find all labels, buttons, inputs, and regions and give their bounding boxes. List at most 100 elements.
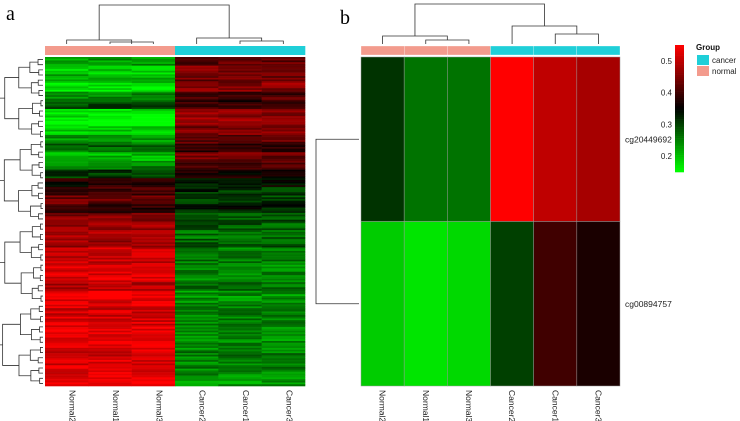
column-label: Cancer3: [593, 390, 603, 421]
heatmap-cell: [175, 301, 219, 304]
heatmap-cell: [218, 100, 262, 103]
heatmap-cell: [45, 283, 89, 286]
heatmap-cell: [88, 98, 132, 101]
heatmap-cell: [261, 58, 306, 61]
heatmap-cell: [131, 93, 176, 96]
heatmap-cell: [45, 216, 89, 219]
heatmap-cell: [131, 335, 176, 338]
heatmap-cell: [261, 164, 306, 167]
heatmap-cell: [131, 384, 176, 387]
heatmap-cell: [218, 259, 262, 262]
heatmap-cell: [131, 244, 176, 247]
heatmap-cell: [88, 219, 132, 222]
heatmap-cell: [218, 294, 262, 297]
heatmap-cell: [131, 190, 176, 193]
heatmap-cell: [45, 145, 89, 148]
heatmap-cell: [131, 379, 176, 382]
heatmap-cell: [175, 181, 219, 184]
heatmap-cell: [131, 346, 176, 349]
heatmap-cell: [218, 192, 262, 195]
heatmap-cell: [131, 271, 176, 274]
heatmap-cell: [261, 200, 306, 203]
heatmap-cell: [131, 157, 176, 160]
heatmap-cell: [88, 252, 132, 255]
heatmap-cell: [45, 84, 89, 87]
heatmap-cell: [490, 221, 534, 387]
heatmap-cell: [131, 370, 176, 373]
heatmap-cell: [261, 346, 306, 349]
heatmap-cell: [261, 337, 306, 340]
row-label: cg20449692: [625, 134, 672, 144]
heatmap-cell: [131, 289, 176, 292]
heatmap-cell: [131, 237, 176, 240]
heatmap-cell: [45, 240, 89, 243]
heatmap-cell: [175, 289, 219, 292]
heatmap-cell: [131, 115, 176, 118]
heatmap-cell: [261, 110, 306, 113]
heatmap-cell: [218, 363, 262, 366]
dendrogram-branch: [33, 267, 41, 279]
heatmap-cell: [261, 351, 306, 354]
heatmap-cell: [88, 221, 132, 224]
heatmap-cell: [45, 207, 89, 210]
column-label: Normal3: [154, 390, 164, 421]
heatmap-cell: [218, 304, 262, 307]
heatmap-cell: [131, 233, 176, 236]
color-scale-step: [675, 110, 684, 114]
heatmap-cell: [261, 282, 306, 285]
heatmap-cell: [175, 247, 219, 250]
color-scale-step: [675, 169, 684, 173]
heatmap-cell: [45, 164, 89, 167]
heatmap-cell: [45, 124, 89, 127]
dendrogram-branch: [20, 272, 34, 294]
heatmap-cell: [131, 344, 176, 347]
heatmap-cell: [131, 318, 176, 321]
heatmap-cell: [261, 108, 306, 111]
dendrogram-branch: [40, 316, 43, 323]
heatmap-cell: [131, 332, 176, 335]
heatmap-cell: [45, 244, 89, 247]
dendrogram-branch: [39, 326, 43, 333]
heatmap-cell: [261, 121, 306, 124]
heatmap-cell: [45, 294, 89, 297]
heatmap-cell: [88, 82, 132, 85]
heatmap-cell: [45, 147, 89, 150]
heatmap-cell: [261, 240, 306, 243]
heatmap-cell: [218, 328, 262, 331]
heatmap-cell: [88, 185, 132, 188]
heatmap-cell: [88, 69, 132, 72]
heatmap-cell: [45, 245, 89, 248]
heatmap-cell: [45, 152, 89, 155]
heatmap-cell: [88, 166, 132, 169]
heatmap-cell: [218, 127, 262, 131]
heatmap-cell: [88, 107, 132, 110]
dendrogram-branch: [98, 4, 230, 40]
color-scale-step: [675, 66, 684, 69]
heatmap-cell: [360, 221, 405, 387]
heatmap-cell: [218, 379, 262, 382]
heatmap-cell: [131, 134, 176, 137]
heatmap-cell: [218, 373, 262, 376]
heatmap-cell: [88, 65, 132, 68]
legend-title: Group: [696, 43, 720, 52]
heatmap-cell: [261, 309, 306, 312]
color-scale-tick-label: 0.3: [661, 120, 673, 129]
heatmap-cell: [45, 308, 89, 311]
heatmap-cell: [88, 81, 132, 84]
heatmap-cell: [175, 160, 219, 163]
heatmap-cell: [218, 65, 262, 68]
heatmap-cell: [131, 160, 176, 163]
heatmap-cell: [261, 117, 306, 120]
heatmap-cell: [131, 223, 176, 226]
heatmap-cell: [45, 93, 89, 96]
heatmap-cell: [45, 271, 89, 274]
heatmap-cell: [218, 115, 262, 118]
group-annotation-cancer: [218, 46, 262, 55]
heatmap-a: Normal2 Normal1 Normal3 Cancer2 Cancer1 Cance…: [0, 4, 306, 421]
heatmap-cell: [261, 134, 306, 137]
heatmap-cell: [403, 221, 448, 387]
heatmap-cell: [131, 114, 176, 117]
heatmap-cell: [88, 74, 132, 77]
heatmap-cell: [175, 155, 219, 158]
dendrogram-branch: [19, 231, 33, 253]
